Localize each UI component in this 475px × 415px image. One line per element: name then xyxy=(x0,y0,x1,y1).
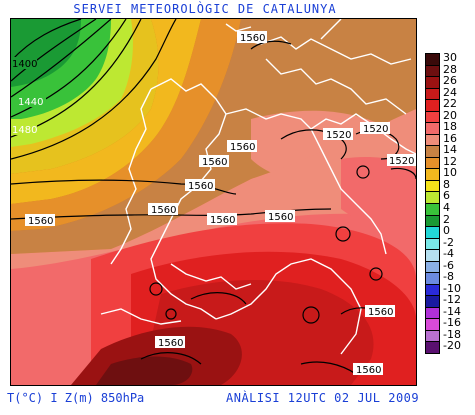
legend-label: 8 xyxy=(443,177,450,191)
legend-label: 24 xyxy=(443,85,457,99)
page-title: SERVEI METEOROLÒGIC DE CATALUNYA xyxy=(73,2,337,16)
legend-swatch xyxy=(425,341,440,354)
isoline-label-1560-f: 1560 xyxy=(268,212,293,223)
legend-label: -12 xyxy=(443,293,461,307)
isoline-label-1560-g: 1560 xyxy=(158,338,183,349)
legend-label: -6 xyxy=(443,258,454,272)
isoline-label-1560-j: 1560 xyxy=(202,157,227,168)
legend-label: -16 xyxy=(443,316,461,330)
legend-label: 0 xyxy=(443,224,450,238)
legend-label: 22 xyxy=(443,97,457,111)
legend-label: -4 xyxy=(443,247,454,261)
legend-label: 30 xyxy=(443,51,457,64)
legend-label: -2 xyxy=(443,235,454,249)
legend-label: -20 xyxy=(443,339,461,353)
isoline-label-1560-e: 1560 xyxy=(210,215,235,226)
isoline-label-1560-i: 1560 xyxy=(356,365,381,376)
legend-label: 28 xyxy=(443,62,457,76)
legend-label: 10 xyxy=(443,166,457,180)
legend-label: 6 xyxy=(443,189,450,203)
legend-label: -18 xyxy=(443,327,461,341)
temperature-map-svg: 1400 1440 1480 1560 1560 1560 1560 1560 … xyxy=(11,19,416,385)
isoline-label-1560-c: 1560 xyxy=(28,216,53,227)
isoline-label-1520-a: 1520 xyxy=(326,130,351,141)
legend-label: 2 xyxy=(443,212,450,226)
analysis-timestamp: ANÀLISI 12UTC 02 JUL 2009 xyxy=(226,391,420,405)
isoline-label-1560-b: 1560 xyxy=(188,181,213,192)
legend-label: 12 xyxy=(443,154,457,168)
isoline-label-1520-b: 1520 xyxy=(363,124,388,135)
legend-label: -8 xyxy=(443,270,454,284)
isoline-label-1400: 1400 xyxy=(12,59,37,70)
isoline-label-1560-d: 1560 xyxy=(151,205,176,216)
legend-label: 14 xyxy=(443,143,457,157)
isoline-label-1520-c: 1520 xyxy=(389,156,414,167)
isoline-label-1560-a: 1560 xyxy=(230,142,255,153)
legend-label: 16 xyxy=(443,131,457,145)
legend-label: -10 xyxy=(443,281,461,295)
temperature-legend: 30 28 26 24 22 20 18 16 14 12 10 8 6 4 2 0 -2 -4 -6 -8 -10 -1… xyxy=(425,51,475,354)
isoline-label-1480: 1480 xyxy=(12,125,37,136)
legend-label: 4 xyxy=(443,201,450,214)
isoline-label-1560-h: 1560 xyxy=(368,307,393,318)
legend-label: 26 xyxy=(443,74,457,88)
isoline-label-1440: 1440 xyxy=(18,97,43,108)
variables-label: T(°C) I Z(m) 850hPa xyxy=(7,391,145,405)
legend-label: 18 xyxy=(443,120,457,134)
legend-label: 20 xyxy=(443,108,457,122)
legend-label: -14 xyxy=(443,304,461,318)
weather-map: 1400 1440 1480 1560 1560 1560 1560 1560 … xyxy=(10,18,417,386)
isoline-label-1560-top: 1560 xyxy=(240,33,265,44)
